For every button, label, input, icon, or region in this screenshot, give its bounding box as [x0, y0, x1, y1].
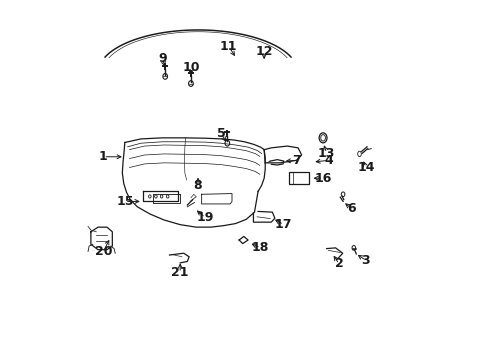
Text: 3: 3 [361, 254, 369, 267]
Text: 11: 11 [219, 40, 237, 53]
Text: 5: 5 [217, 127, 225, 140]
Text: 1: 1 [99, 150, 107, 163]
Text: 12: 12 [255, 45, 272, 58]
Text: 13: 13 [317, 147, 335, 160]
Text: 4: 4 [324, 154, 332, 167]
Text: 18: 18 [251, 241, 269, 255]
Text: 8: 8 [193, 179, 202, 192]
Text: 21: 21 [171, 266, 188, 279]
Text: 9: 9 [158, 52, 166, 65]
Text: 10: 10 [182, 61, 199, 74]
Text: 6: 6 [346, 202, 355, 215]
Text: 14: 14 [356, 161, 374, 174]
Text: 17: 17 [274, 218, 292, 231]
Text: 16: 16 [314, 172, 331, 185]
Text: 19: 19 [196, 211, 213, 224]
Text: 20: 20 [95, 245, 112, 258]
Text: 2: 2 [334, 257, 343, 270]
Text: 15: 15 [116, 195, 133, 208]
Text: 7: 7 [291, 154, 300, 167]
